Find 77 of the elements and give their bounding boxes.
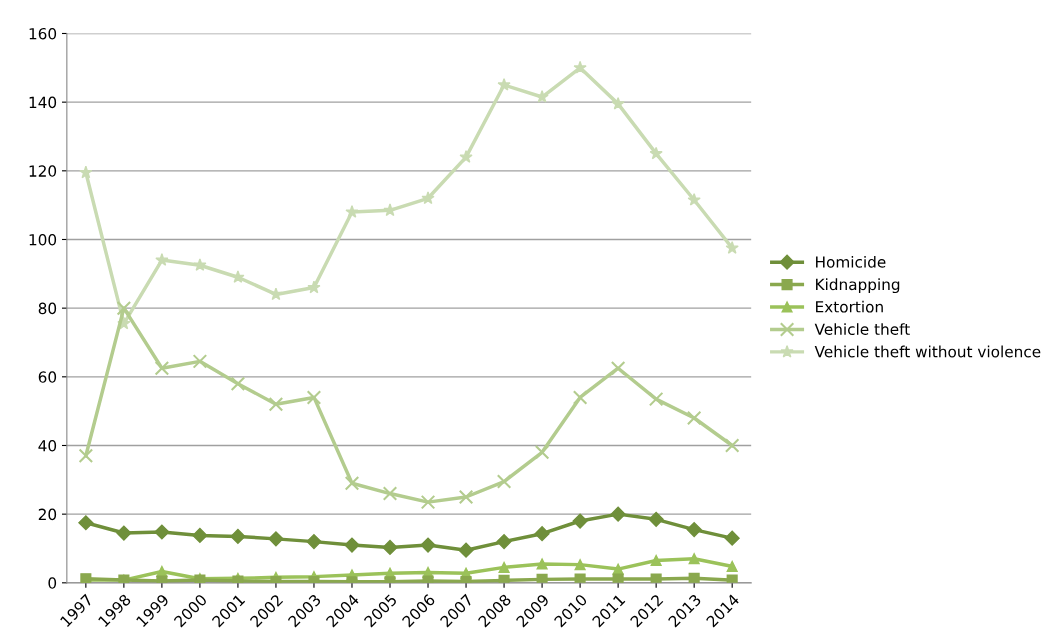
point bbox=[154, 360, 170, 376]
point bbox=[79, 165, 93, 179]
point bbox=[193, 258, 207, 271]
point bbox=[230, 376, 246, 391]
point bbox=[231, 270, 245, 284]
point bbox=[116, 300, 132, 316]
point bbox=[459, 150, 473, 163]
point bbox=[724, 530, 740, 546]
point bbox=[686, 410, 702, 426]
point bbox=[116, 525, 132, 541]
point bbox=[688, 553, 700, 565]
point bbox=[612, 573, 624, 583]
point bbox=[536, 558, 548, 570]
legend-label: Extortion bbox=[816, 300, 883, 313]
point bbox=[268, 531, 284, 547]
point bbox=[611, 96, 625, 110]
point bbox=[650, 573, 662, 583]
y-tick-label: 100 bbox=[29, 233, 57, 246]
point bbox=[269, 287, 283, 301]
point bbox=[382, 486, 398, 501]
point bbox=[498, 561, 510, 573]
point bbox=[78, 515, 94, 531]
point bbox=[726, 560, 738, 572]
point bbox=[155, 253, 169, 266]
point bbox=[496, 474, 512, 489]
point bbox=[154, 524, 170, 540]
point bbox=[382, 539, 398, 556]
y-tick-label: 120 bbox=[29, 165, 57, 177]
point bbox=[497, 78, 511, 91]
point bbox=[725, 241, 739, 254]
point bbox=[421, 191, 435, 205]
point bbox=[648, 511, 664, 527]
y-tick-label: 160 bbox=[29, 27, 57, 40]
point bbox=[573, 60, 587, 74]
point bbox=[306, 534, 322, 550]
point bbox=[572, 390, 588, 405]
point bbox=[534, 445, 550, 460]
point bbox=[268, 397, 284, 412]
point bbox=[420, 494, 436, 510]
point bbox=[192, 527, 208, 544]
point bbox=[534, 526, 550, 542]
point bbox=[344, 475, 360, 491]
y-tick-label: 20 bbox=[38, 508, 57, 521]
point bbox=[345, 205, 359, 218]
point bbox=[307, 280, 321, 294]
point bbox=[383, 203, 397, 217]
point bbox=[78, 448, 94, 464]
point bbox=[306, 390, 322, 405]
y-tick-label: 60 bbox=[38, 371, 57, 383]
legend-label: Homicide bbox=[816, 255, 886, 268]
point bbox=[574, 559, 586, 571]
y-tick-label: 0 bbox=[48, 577, 57, 589]
y-tick-label: 40 bbox=[38, 439, 57, 452]
point bbox=[610, 506, 626, 522]
point bbox=[344, 537, 360, 553]
legend-label: Vehicle theft without violence bbox=[814, 345, 1041, 358]
point bbox=[686, 522, 702, 538]
legend-label: Kidnapping bbox=[816, 278, 900, 294]
y-tick-label: 140 bbox=[29, 96, 57, 109]
point bbox=[610, 360, 626, 376]
point bbox=[420, 537, 436, 553]
point bbox=[650, 554, 662, 567]
point bbox=[649, 146, 663, 160]
point bbox=[687, 193, 701, 206]
legend-label: Vehicle theft bbox=[814, 323, 910, 336]
point bbox=[648, 391, 664, 407]
point bbox=[724, 438, 740, 453]
point bbox=[574, 573, 586, 583]
point bbox=[572, 513, 588, 529]
point bbox=[536, 573, 548, 583]
point bbox=[458, 542, 474, 558]
point bbox=[192, 354, 208, 369]
y-tick-label: 80 bbox=[38, 302, 57, 315]
point bbox=[688, 572, 700, 583]
point bbox=[230, 528, 246, 545]
point bbox=[458, 489, 474, 505]
point bbox=[496, 534, 512, 550]
